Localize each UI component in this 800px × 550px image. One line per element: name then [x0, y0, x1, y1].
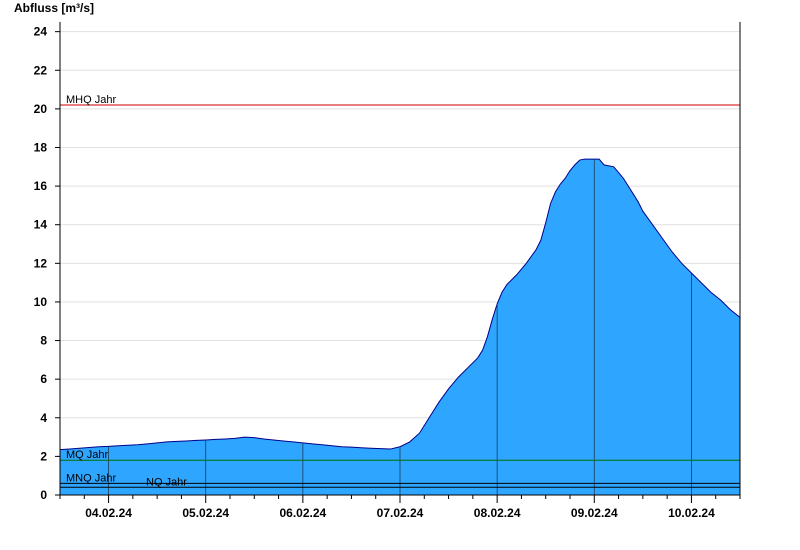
y-tick-label: 20 — [34, 102, 48, 116]
y-tick-label: 24 — [34, 25, 48, 39]
reference-lines: MHQ Jahr MQ Jahr MNQ Jahr NQ Jahr — [60, 94, 740, 488]
y-tick-label: 12 — [34, 256, 48, 270]
y-tick-label: 22 — [34, 63, 48, 77]
y-tick-label: 10 — [34, 295, 48, 309]
x-tick-label: 06.02.24 — [279, 506, 326, 520]
x-tick-label: 08.02.24 — [474, 506, 521, 520]
y-tick-label: 8 — [40, 334, 47, 348]
reference-label: MNQ Jahr — [66, 472, 116, 484]
x-tick-label: 10.02.24 — [668, 506, 715, 520]
y-tick-label: 16 — [34, 179, 48, 193]
grid-lines — [60, 31, 740, 457]
y-tick-label: 18 — [34, 140, 48, 154]
y-tick-label: 2 — [40, 449, 47, 463]
x-ticks: 04.02.24 05.02.24 06.02.24 07.02.24 08.02.24… — [59, 495, 741, 520]
y-tick-label: 0 — [40, 488, 47, 502]
y-tick-label: 4 — [40, 411, 47, 425]
discharge-area — [60, 159, 740, 495]
x-tick-label: 05.02.24 — [182, 506, 229, 520]
x-tick-label: 07.02.24 — [377, 506, 424, 520]
discharge-line — [59, 158, 741, 451]
x-tick-label: 04.02.24 — [85, 506, 132, 520]
y-axis-label: Abfluss [m³/s] — [14, 1, 94, 15]
area-layer — [59, 158, 741, 495]
y-tick-label: 6 — [40, 372, 47, 386]
x-tick-label: 09.02.24 — [571, 506, 618, 520]
reference-label: MQ Jahr — [66, 449, 109, 461]
reference-label: NQ Jahr — [146, 476, 187, 488]
reference-label: MHQ Jahr — [66, 94, 116, 106]
y-tick-label: 14 — [34, 218, 48, 232]
